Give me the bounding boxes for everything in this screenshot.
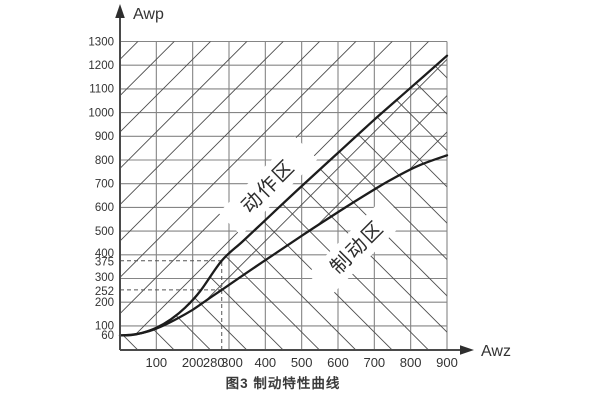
y-tick-label: 100	[95, 321, 114, 333]
x-tick-label: 300	[221, 355, 243, 370]
y-tick-label: 700	[95, 179, 114, 191]
y-tick-label: 1300	[88, 36, 114, 48]
y-tick-label: 1200	[88, 60, 114, 72]
y-axis-arrow-icon	[115, 4, 125, 18]
y-tick-label: 800	[95, 155, 114, 167]
x-tick-label: 700	[363, 355, 385, 370]
y-tick-label: 400	[95, 248, 114, 260]
dashed-reference-lines	[120, 260, 223, 350]
x-tick-label: 900	[436, 355, 458, 370]
tick-labels: 6010020025230037540050060070080090010001…	[88, 36, 457, 370]
y-tick-label: 252	[95, 286, 114, 298]
backward-hatch-line	[446, 55, 447, 350]
x-tick-label: 400	[254, 355, 276, 370]
forward-hatch-line	[120, 41, 160, 336]
grid-layer	[120, 40, 448, 350]
backward-hatch-line	[120, 55, 160, 350]
y-axis-title: Awp	[133, 6, 164, 23]
hatch-layer	[120, 41, 447, 350]
characteristic-curves	[118, 54, 449, 337]
backward-hatch-line	[120, 55, 269, 350]
y-tick-label: 500	[95, 226, 114, 238]
backward-hatch-line	[120, 55, 233, 350]
y-tick-label: 1000	[88, 107, 114, 119]
action-zone-band	[218, 136, 318, 236]
forward-hatch-line	[120, 41, 196, 336]
figure-caption: 图3 制动特性曲线	[226, 375, 341, 391]
upper-characteristic-curve	[118, 54, 449, 337]
backward-hatch-line	[374, 55, 447, 350]
backward-hatch-line	[410, 55, 447, 350]
y-tick-label: 600	[95, 202, 114, 214]
y-tick-label: 60	[101, 330, 114, 342]
x-tick-label: 200	[182, 355, 204, 370]
y-tick-label: 900	[95, 131, 114, 143]
forward-hatch-line	[156, 41, 447, 336]
forward-hatch-line	[192, 41, 447, 336]
forward-hatch-line	[120, 41, 233, 336]
forward-hatch-line	[446, 41, 447, 336]
y-tick-label: 300	[95, 272, 114, 284]
x-axis-title: Awz	[481, 343, 511, 360]
forward-hatch-line	[337, 41, 447, 336]
braking-zone-band	[307, 197, 407, 297]
x-tick-label: 100	[145, 355, 167, 370]
y-tick-label: 1100	[89, 84, 114, 96]
x-tick-label: 500	[291, 355, 313, 370]
x-tick-label: 800	[400, 355, 422, 370]
lower-characteristic-curve	[118, 154, 449, 337]
forward-hatch-line	[374, 41, 447, 336]
x-tick-label: 600	[327, 355, 349, 370]
y-tick-label: 200	[95, 297, 114, 309]
backward-hatch-line	[120, 55, 342, 350]
forward-hatch-line	[120, 41, 378, 336]
backward-hatch-line	[156, 55, 447, 350]
hatch-plot-clip-group	[120, 41, 447, 350]
backward-hatch-line	[265, 55, 447, 350]
x-tick-label: 280	[203, 355, 225, 370]
y-tick-label: 375	[95, 257, 114, 269]
forward-hatch-line	[120, 41, 342, 336]
forward-hatch-line	[120, 41, 305, 336]
axes: Awp Awz	[115, 4, 511, 360]
forward-hatch-line	[120, 41, 269, 336]
x-axis-arrow-icon	[460, 345, 474, 355]
forward-hatch-line	[301, 41, 447, 336]
braking-zone-label: 制动区	[307, 197, 407, 297]
